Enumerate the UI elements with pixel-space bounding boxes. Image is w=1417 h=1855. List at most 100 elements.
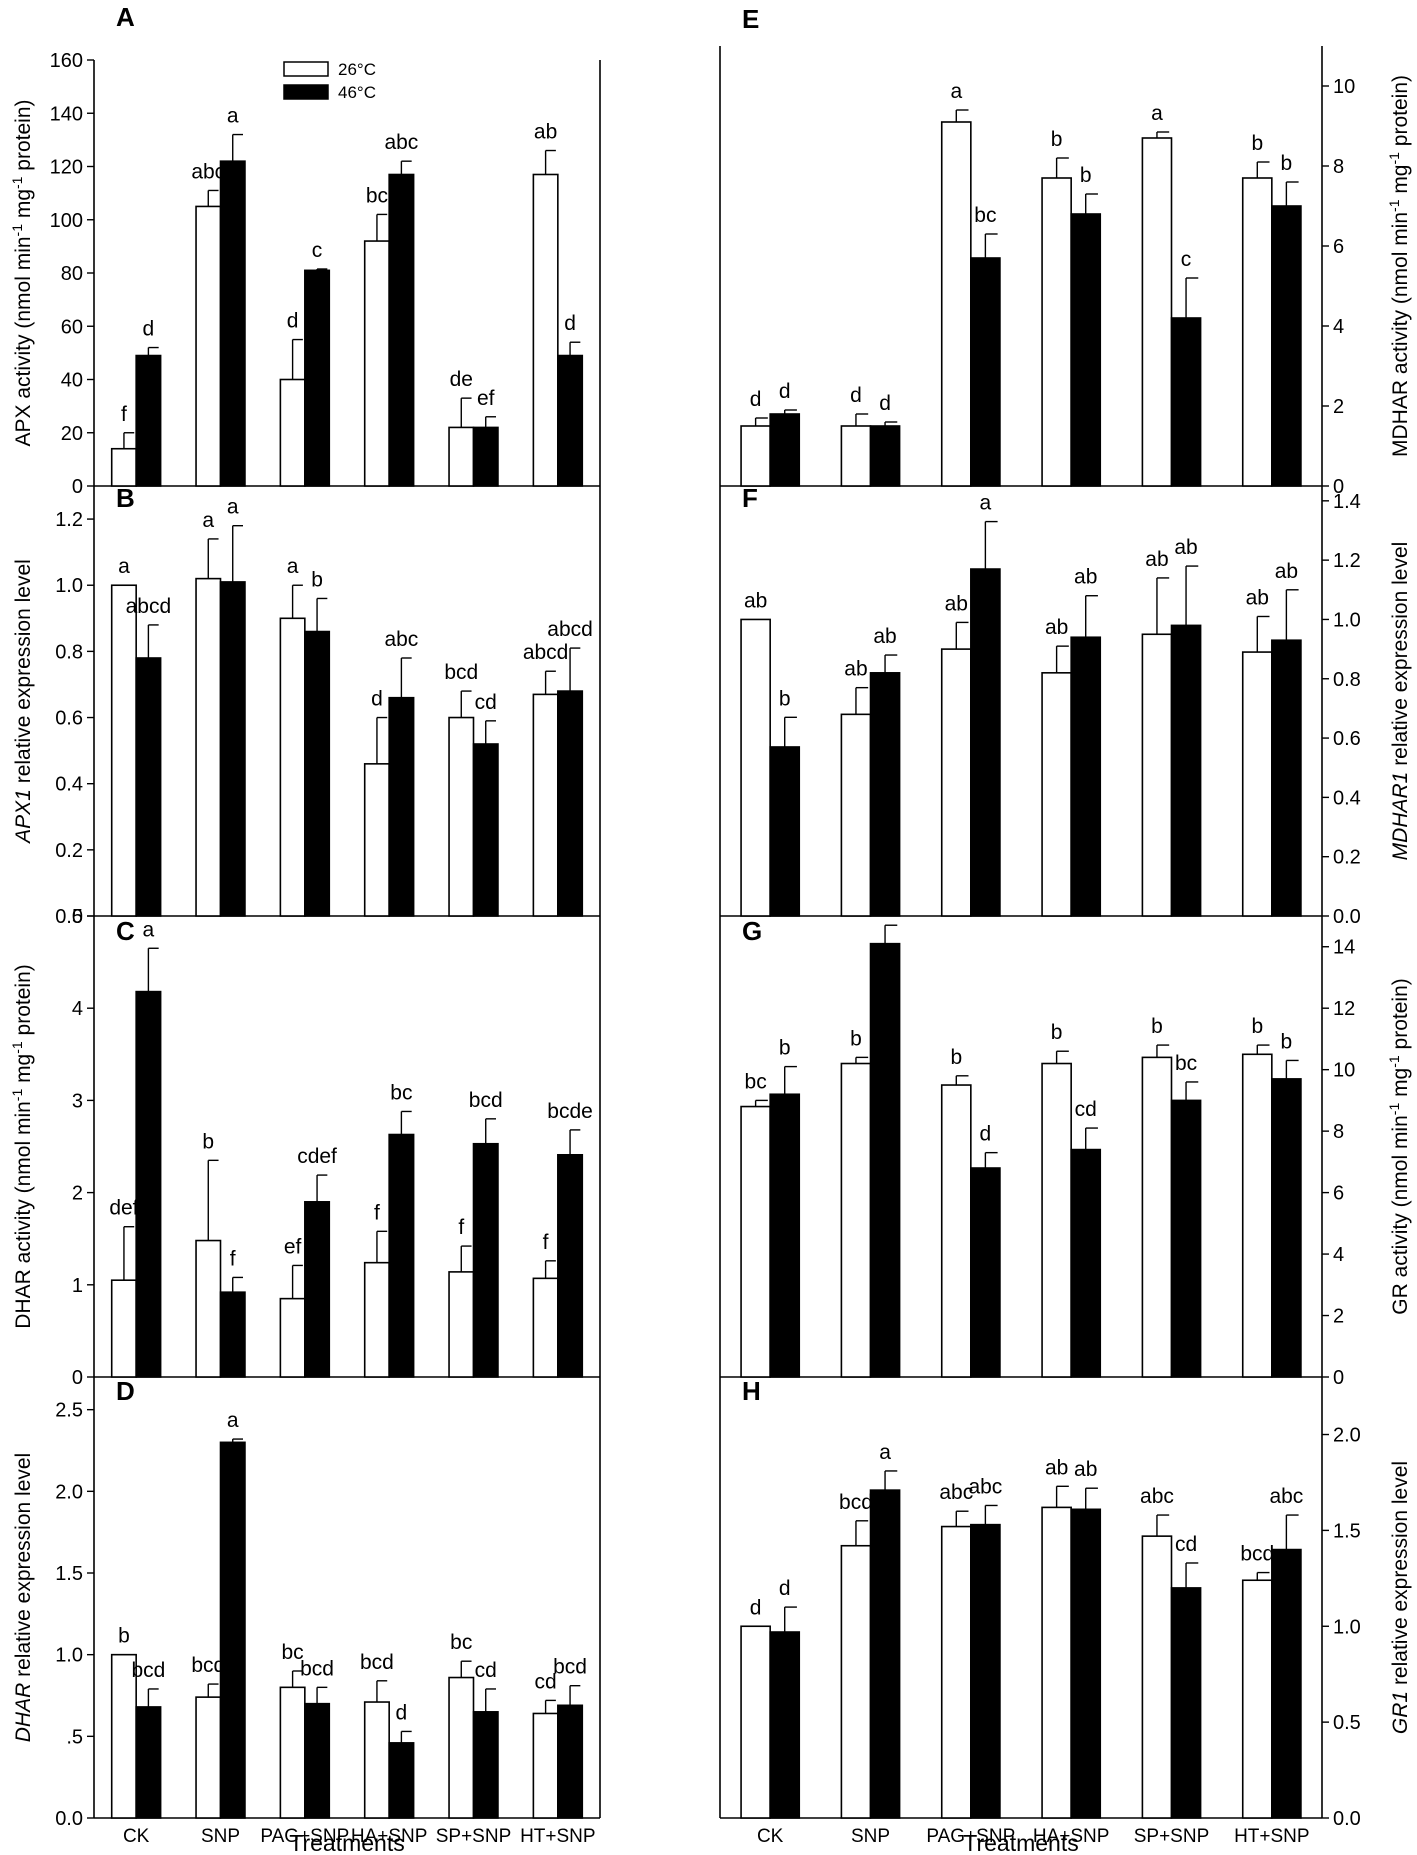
bar-46c-ht-snp (1271, 1078, 1302, 1378)
significance-letter: abcd (523, 641, 569, 664)
y-axis-label: MDHAR1 relative expression level (1389, 542, 1412, 861)
significance-letter: a (879, 895, 891, 918)
significance-letter: d (879, 392, 891, 415)
y-axis-label-part: MDHAR activity (nmol min (1389, 212, 1412, 457)
category-label: SP+SNP (436, 1826, 512, 1847)
bar-26c-ha-snp (1041, 1506, 1072, 1819)
bar-26c-ht-snp (532, 693, 559, 917)
significance-letter: b (1051, 1021, 1063, 1044)
y-axis-label-part: -1 (9, 1041, 25, 1054)
y-tick-label: 0 (1333, 1367, 1344, 1389)
significance-letter: bc (450, 1631, 472, 1654)
y-axis-label-part: mg (12, 1054, 35, 1089)
bar-26c-snp (840, 1062, 872, 1378)
bar-46c-pag-snp (304, 269, 331, 487)
significance-letter: a (118, 555, 130, 578)
panel-letter: F (742, 483, 758, 513)
y-tick-label: 3 (72, 1090, 83, 1112)
y-tick-label: 0.0 (1333, 1808, 1361, 1830)
y-axis-label: MDHAR activity (nmol min-1 mg-1 protein) (1386, 75, 1412, 457)
bar-26c-pag-snp (940, 1525, 972, 1819)
y-tick-label: 12 (1333, 998, 1355, 1020)
y-axis-label: GR1 relative expression level (1389, 1461, 1412, 1734)
bar-46c-pag-snp (304, 630, 331, 917)
significance-letter: abc (191, 160, 225, 183)
bar-46c-ha-snp (1070, 213, 1102, 487)
bar-46c-pag-snp (304, 1702, 331, 1819)
significance-letter: cd (1075, 1098, 1097, 1121)
legend-swatch (283, 84, 329, 100)
y-tick-label: 40 (61, 370, 83, 392)
bar-26c-pag-snp (279, 1297, 306, 1378)
significance-letter: cdef (297, 1145, 337, 1168)
y-axis-label-part: -1 (9, 1089, 25, 1102)
y-tick-label: 1.4 (1333, 491, 1361, 513)
bar-46c-sp-snp (472, 743, 499, 917)
significance-letter: b (1281, 152, 1293, 175)
bar-46c-ha-snp (1070, 1148, 1102, 1378)
y-tick-label: 6 (1333, 1183, 1344, 1205)
y-tick-label: 2 (1333, 396, 1344, 418)
bar-46c-ht-snp (557, 354, 584, 487)
bar-46c-snp (219, 160, 246, 487)
y-tick-label: 4 (1333, 1244, 1344, 1266)
bar-46c-ck (769, 1631, 801, 1819)
category-label: CK (757, 1826, 784, 1847)
y-axis-label-part: GR1 (1389, 1691, 1412, 1734)
significance-letter: bcd (191, 1654, 225, 1677)
y-tick-label: 2 (72, 1183, 83, 1205)
significance-letter: bcd (131, 1659, 165, 1682)
y-axis-label: DHAR relative expression level (12, 1453, 35, 1742)
significance-letter: abc (1269, 1485, 1303, 1508)
legend: 26°C 46°C (283, 60, 376, 102)
significance-letter: b (1251, 1015, 1263, 1038)
y-tick-label: 5 (72, 906, 83, 928)
bar-46c-sp-snp (1170, 624, 1202, 917)
y-tick-label: .5 (66, 1726, 83, 1748)
category-label: SNP (851, 1826, 890, 1847)
bar-26c-sp-snp (1141, 1535, 1173, 1819)
category-label: HT+SNP (520, 1826, 596, 1847)
y-tick-label: 80 (61, 263, 83, 285)
bar-46c-ck (135, 657, 162, 917)
bar-26c-sp-snp (448, 1676, 475, 1819)
y-tick-label: 20 (61, 423, 83, 445)
significance-letter: abc (1140, 1485, 1174, 1508)
y-tick-label: 120 (50, 157, 83, 179)
significance-letter: ab (873, 625, 896, 648)
significance-letter: bcd (469, 1089, 503, 1112)
significance-letter: f (121, 403, 127, 426)
y-tick-label: 1.2 (55, 509, 83, 531)
bar-26c-ht-snp (1241, 651, 1273, 917)
y-tick-label: 1.0 (1333, 1616, 1361, 1638)
bar-46c-pag-snp (970, 568, 1001, 917)
bar-26c-ck (740, 1625, 771, 1819)
y-tick-label: 0 (1333, 476, 1344, 498)
y-tick-label: 0.8 (1333, 669, 1361, 691)
y-tick-label: 6 (1333, 236, 1344, 258)
bar-26c-snp (840, 713, 872, 917)
y-tick-label: 1.0 (55, 575, 83, 597)
significance-letter: f (458, 1216, 464, 1239)
bar-46c-ha-snp (388, 173, 415, 487)
significance-letter: abc (939, 1481, 973, 1504)
y-tick-label: 1.0 (55, 1645, 83, 1667)
panel-letter: H (742, 1376, 761, 1406)
y-tick-label: 1.0 (1333, 609, 1361, 631)
significance-letter: a (287, 555, 299, 578)
bar-46c-ck (135, 1706, 162, 1819)
significance-letter: a (227, 105, 239, 128)
significance-letter: d (750, 1596, 762, 1619)
significance-letter: ab (1045, 616, 1068, 639)
bar-46c-ht-snp (1271, 1548, 1302, 1819)
bar-46c-snp (869, 672, 901, 917)
y-tick-label: 0.5 (1333, 1712, 1361, 1734)
bar-46c-sp-snp (472, 1142, 499, 1378)
significance-letter: ab (744, 589, 767, 612)
bar-26c-sp-snp (448, 1271, 475, 1378)
significance-letter: b (202, 1130, 214, 1153)
y-tick-label: 4 (1333, 316, 1344, 338)
legend-swatch (283, 61, 329, 77)
y-tick-label: 14 (1333, 937, 1355, 959)
